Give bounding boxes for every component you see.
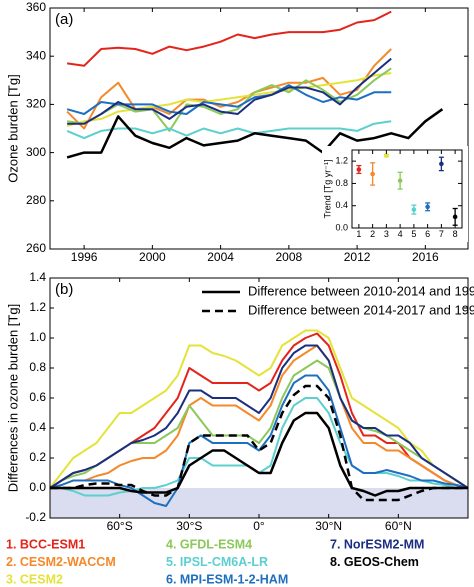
x-tick-label: 3 (384, 229, 389, 239)
y-tick-label: 300 (26, 145, 46, 159)
legend-label: Difference between 2014-2017 and 1995-19… (248, 302, 474, 317)
x-tick-label: 30°S (176, 519, 202, 533)
panel-label: (a) (55, 11, 73, 28)
panel-label: (b) (55, 281, 73, 298)
x-tick-label: 30°N (315, 519, 342, 533)
series-line (50, 411, 468, 497)
legend-label: 8. GEOS-Chem (330, 555, 419, 569)
x-tick-label: 2004 (207, 250, 234, 264)
y-tick-label: 0.8 (335, 178, 348, 188)
legend-label: 3. CESM2 (6, 572, 63, 586)
legend-label: 2. CESM2-WACCM (6, 555, 116, 569)
legend-label: Difference between 2010-2014 and 1995-19… (248, 283, 474, 298)
series-line (50, 384, 468, 502)
y-tick-label: 0.8 (29, 360, 46, 374)
y-axis-label: Trend [Tg yr⁻¹] (322, 160, 332, 219)
legend-label: 6. MPI-ESM-1-2-HAM (166, 572, 288, 586)
x-tick-label: 1 (356, 229, 361, 239)
x-tick-label: 4 (398, 229, 403, 239)
y-tick-label: 0.4 (335, 200, 348, 210)
x-tick-label: 2008 (276, 250, 303, 264)
y-tick-label: 320 (26, 97, 46, 111)
x-tick-label: 2 (370, 229, 375, 239)
series-line (66, 10, 392, 67)
x-tick-label: 2012 (344, 250, 371, 264)
trend-point (439, 161, 444, 167)
negative-shade (50, 488, 468, 518)
x-tick-label: 8 (453, 229, 458, 239)
y-tick-label: 1.4 (29, 270, 46, 284)
legend-label: 5. IPSL-CM6A-LR (166, 555, 268, 569)
legend-label: 7. NorESM2-MM (330, 537, 424, 551)
trend-point (384, 153, 389, 158)
y-tick-label: 340 (26, 48, 46, 62)
x-tick-label: 60°S (107, 519, 133, 533)
legend-label: 4. GFDL-ESM4 (166, 537, 252, 551)
series-line (66, 67, 392, 132)
series-line (66, 120, 392, 140)
inset-background (322, 146, 468, 242)
x-tick-label: 7 (439, 229, 444, 239)
x-tick-label: 2000 (139, 250, 166, 264)
y-tick-label: 280 (26, 193, 46, 207)
trend-point (397, 178, 403, 183)
series-line (49, 332, 469, 489)
series-line (49, 344, 469, 489)
x-tick-label: 1996 (71, 250, 98, 264)
y-tick-label: 1.0 (29, 330, 46, 344)
trend-point (370, 171, 375, 177)
y-tick-label: 0.0 (335, 222, 348, 232)
x-tick-label: 6 (425, 229, 430, 239)
y-axis-label: Ozone burden [Tg] (5, 74, 20, 182)
trend-point (356, 167, 362, 172)
series-line (49, 329, 469, 489)
y-tick-label: -0.2 (25, 510, 46, 524)
series-line (67, 57, 392, 125)
trend-point (411, 207, 417, 212)
y-tick-label: 0.4 (29, 420, 46, 434)
y-axis-label: Differences in ozone burden [Tg] (5, 304, 20, 492)
plot-frame (351, 149, 463, 229)
x-tick-label: 60°N (385, 519, 412, 533)
legend-label: 1. BCC-ESM1 (6, 537, 85, 551)
trend-point (452, 214, 458, 220)
y-tick-label: 0.2 (29, 450, 46, 464)
plot-frame (49, 7, 469, 250)
series-line (49, 344, 469, 489)
x-tick-label: 0° (253, 519, 265, 533)
series-line (66, 108, 444, 159)
y-tick-label: 1.2 (335, 156, 348, 166)
series-line (66, 72, 392, 128)
trend-point (425, 204, 430, 210)
y-tick-label: 360 (26, 0, 46, 14)
y-tick-label: 0.0 (29, 480, 46, 494)
x-tick-label: 2016 (412, 250, 439, 264)
y-tick-label: 260 (26, 241, 46, 255)
series-line (66, 48, 392, 130)
y-tick-label: 1.2 (29, 300, 46, 314)
x-tick-label: 5 (411, 229, 416, 239)
series-line (66, 84, 392, 115)
y-tick-label: 0.6 (29, 390, 46, 404)
